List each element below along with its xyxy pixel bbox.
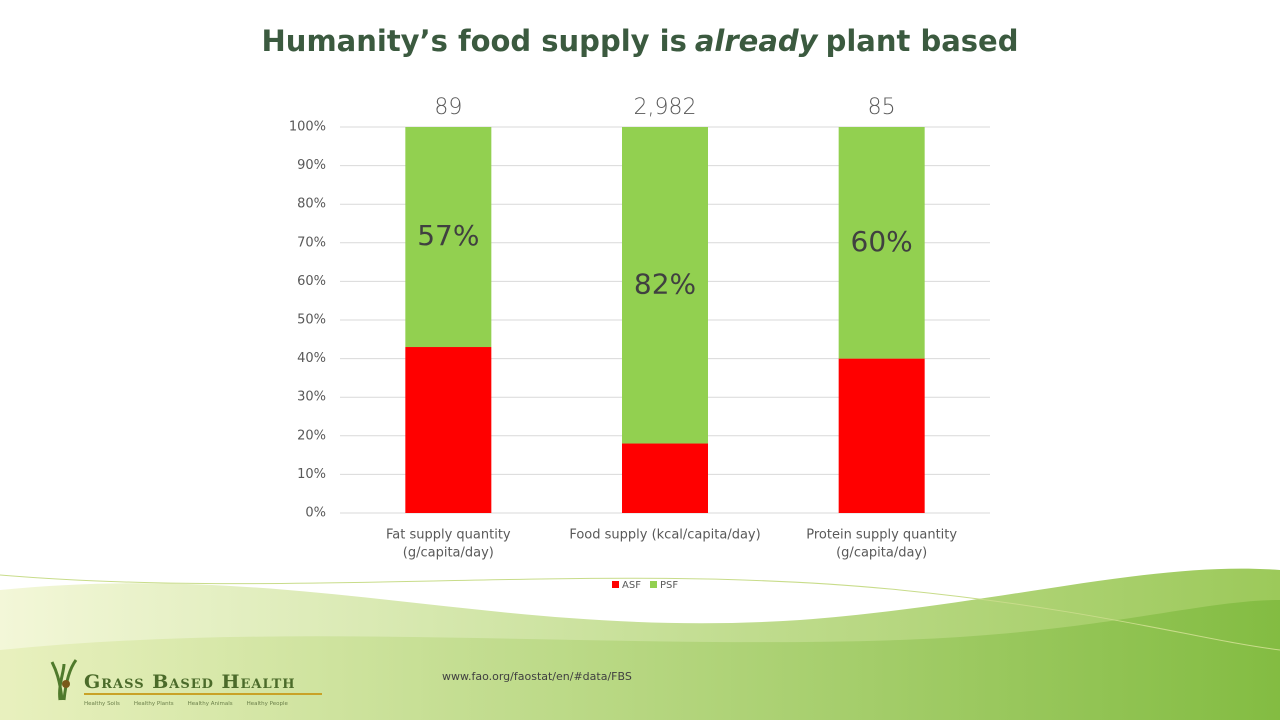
total-label: 2,982 xyxy=(634,95,697,120)
y-tick-label: 100% xyxy=(289,120,326,135)
legend-label: ASF xyxy=(622,580,641,591)
y-tick-label: 50% xyxy=(297,313,326,328)
x-tick-label: Food supply (kcal/capita/day) xyxy=(569,528,760,543)
bar-segment xyxy=(405,127,492,348)
title-part: Humanity’s food supply is xyxy=(261,24,687,58)
total-label: 89 xyxy=(434,95,462,120)
x-tick-label: (g/capita/day) xyxy=(836,546,927,561)
source: www.fao.org/faostat/en/#data/FBS xyxy=(442,670,632,683)
y-tick-label: 10% xyxy=(297,467,326,482)
y-tick-label: 80% xyxy=(297,197,326,212)
y-tick-label: 20% xyxy=(297,428,326,443)
y-tick-label: 30% xyxy=(297,390,326,405)
data-label: 82% xyxy=(634,267,696,300)
x-tick-label: (g/capita/day) xyxy=(403,546,494,561)
data-label: 57% xyxy=(417,219,479,252)
data-label: 60% xyxy=(851,225,913,258)
tagline-item: Healthy Plants xyxy=(134,701,174,707)
tagline-item: Healthy Animals xyxy=(188,701,233,707)
x-tick-label: Protein supply quantity xyxy=(806,528,957,543)
title-part: plant based xyxy=(825,24,1019,58)
title-part: already xyxy=(694,24,818,58)
logo-tagline: Healthy Soils Healthy Plants Healthy Anima… xyxy=(84,701,289,707)
tagline-item: Healthy People xyxy=(247,701,289,707)
y-tick-label: 60% xyxy=(297,274,326,289)
logo-text: Grass Based Health xyxy=(84,671,296,693)
legend-swatch xyxy=(650,581,657,588)
legend-swatch xyxy=(612,581,619,588)
total-label: 85 xyxy=(868,95,896,120)
tagline-item: Healthy Soils xyxy=(84,701,120,707)
bar-segment xyxy=(622,443,708,513)
y-tick-label: 40% xyxy=(297,351,326,366)
chart-title: Humanity’s food supply is already plant ba… xyxy=(0,24,1280,58)
y-tick-label: 90% xyxy=(297,158,326,173)
wave-line xyxy=(0,574,1280,651)
y-tick-label: 70% xyxy=(297,235,326,250)
y-tick-label: 0% xyxy=(305,506,326,521)
x-tick-label: Fat supply quantity xyxy=(386,528,511,543)
bar-segment xyxy=(838,127,925,359)
wave xyxy=(0,600,1280,720)
legend-label: PSF xyxy=(660,580,678,591)
bar-segment xyxy=(838,358,925,513)
bar-segment xyxy=(622,127,708,444)
logo-icon xyxy=(50,659,78,701)
bar-segment xyxy=(405,347,492,513)
